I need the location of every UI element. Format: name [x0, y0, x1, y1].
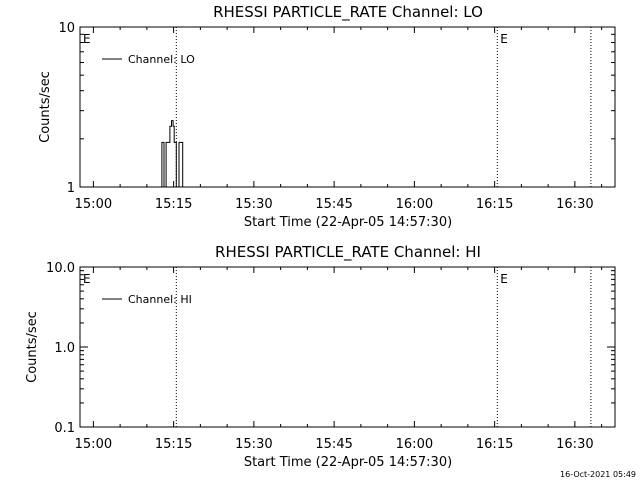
- event-marker-label-hi: E: [83, 272, 91, 286]
- x-axis-label-lo: Start Time (22-Apr-05 14:57:30): [244, 215, 452, 230]
- x-tick-label-lo: 16:00: [396, 197, 433, 212]
- legend-label-hi: Channel: HI: [128, 293, 192, 306]
- x-tick-label-hi: 15:30: [235, 437, 272, 452]
- y-tick-label-hi: 1.0: [54, 341, 75, 356]
- event-marker-label-lo: E: [500, 32, 508, 46]
- x-tick-label-hi: 15:45: [315, 437, 352, 452]
- x-tick-label-hi: 15:15: [155, 437, 192, 452]
- y-axis-label-hi: Counts/sec: [25, 311, 40, 383]
- hi-channel-panel: RHESSI PARTICLE_RATE Channel: HI Counts/…: [25, 243, 616, 470]
- chart-title-lo: RHESSI PARTICLE_RATE Channel: LO: [213, 3, 483, 22]
- y-tick-label-lo: 10: [58, 21, 75, 36]
- event-marker-label-lo: E: [83, 32, 91, 46]
- y-tick-label-hi: 0.1: [54, 421, 75, 436]
- plot-frame-lo: [79, 26, 616, 188]
- series-line-lo: [161, 120, 184, 188]
- x-axis-label-hi: Start Time (22-Apr-05 14:57:30): [244, 455, 452, 470]
- y-tick-label-hi: 10.0: [46, 261, 75, 276]
- x-tick-label-hi: 16:15: [476, 437, 513, 452]
- footer-timestamp: 16-Oct-2021 05:49: [560, 470, 636, 479]
- lo-channel-panel: RHESSI PARTICLE_RATE Channel: LO Counts/…: [38, 3, 616, 230]
- x-tick-label-hi: 15:00: [75, 437, 112, 452]
- y-tick-label-lo: 1: [67, 181, 75, 196]
- chart-title-hi: RHESSI PARTICLE_RATE Channel: HI: [215, 243, 481, 262]
- x-tick-label-lo: 15:45: [315, 197, 352, 212]
- x-tick-label-lo: 15:15: [155, 197, 192, 212]
- y-axis-label-lo: Counts/sec: [38, 71, 53, 143]
- x-tick-label-hi: 16:30: [556, 437, 593, 452]
- legend-label-lo: Channel: LO: [128, 53, 195, 66]
- x-tick-label-lo: 16:15: [476, 197, 513, 212]
- x-tick-label-lo: 15:30: [235, 197, 272, 212]
- event-marker-label-hi: E: [500, 272, 508, 286]
- x-tick-label-lo: 16:30: [556, 197, 593, 212]
- x-tick-label-lo: 15:00: [75, 197, 112, 212]
- x-tick-label-hi: 16:00: [396, 437, 433, 452]
